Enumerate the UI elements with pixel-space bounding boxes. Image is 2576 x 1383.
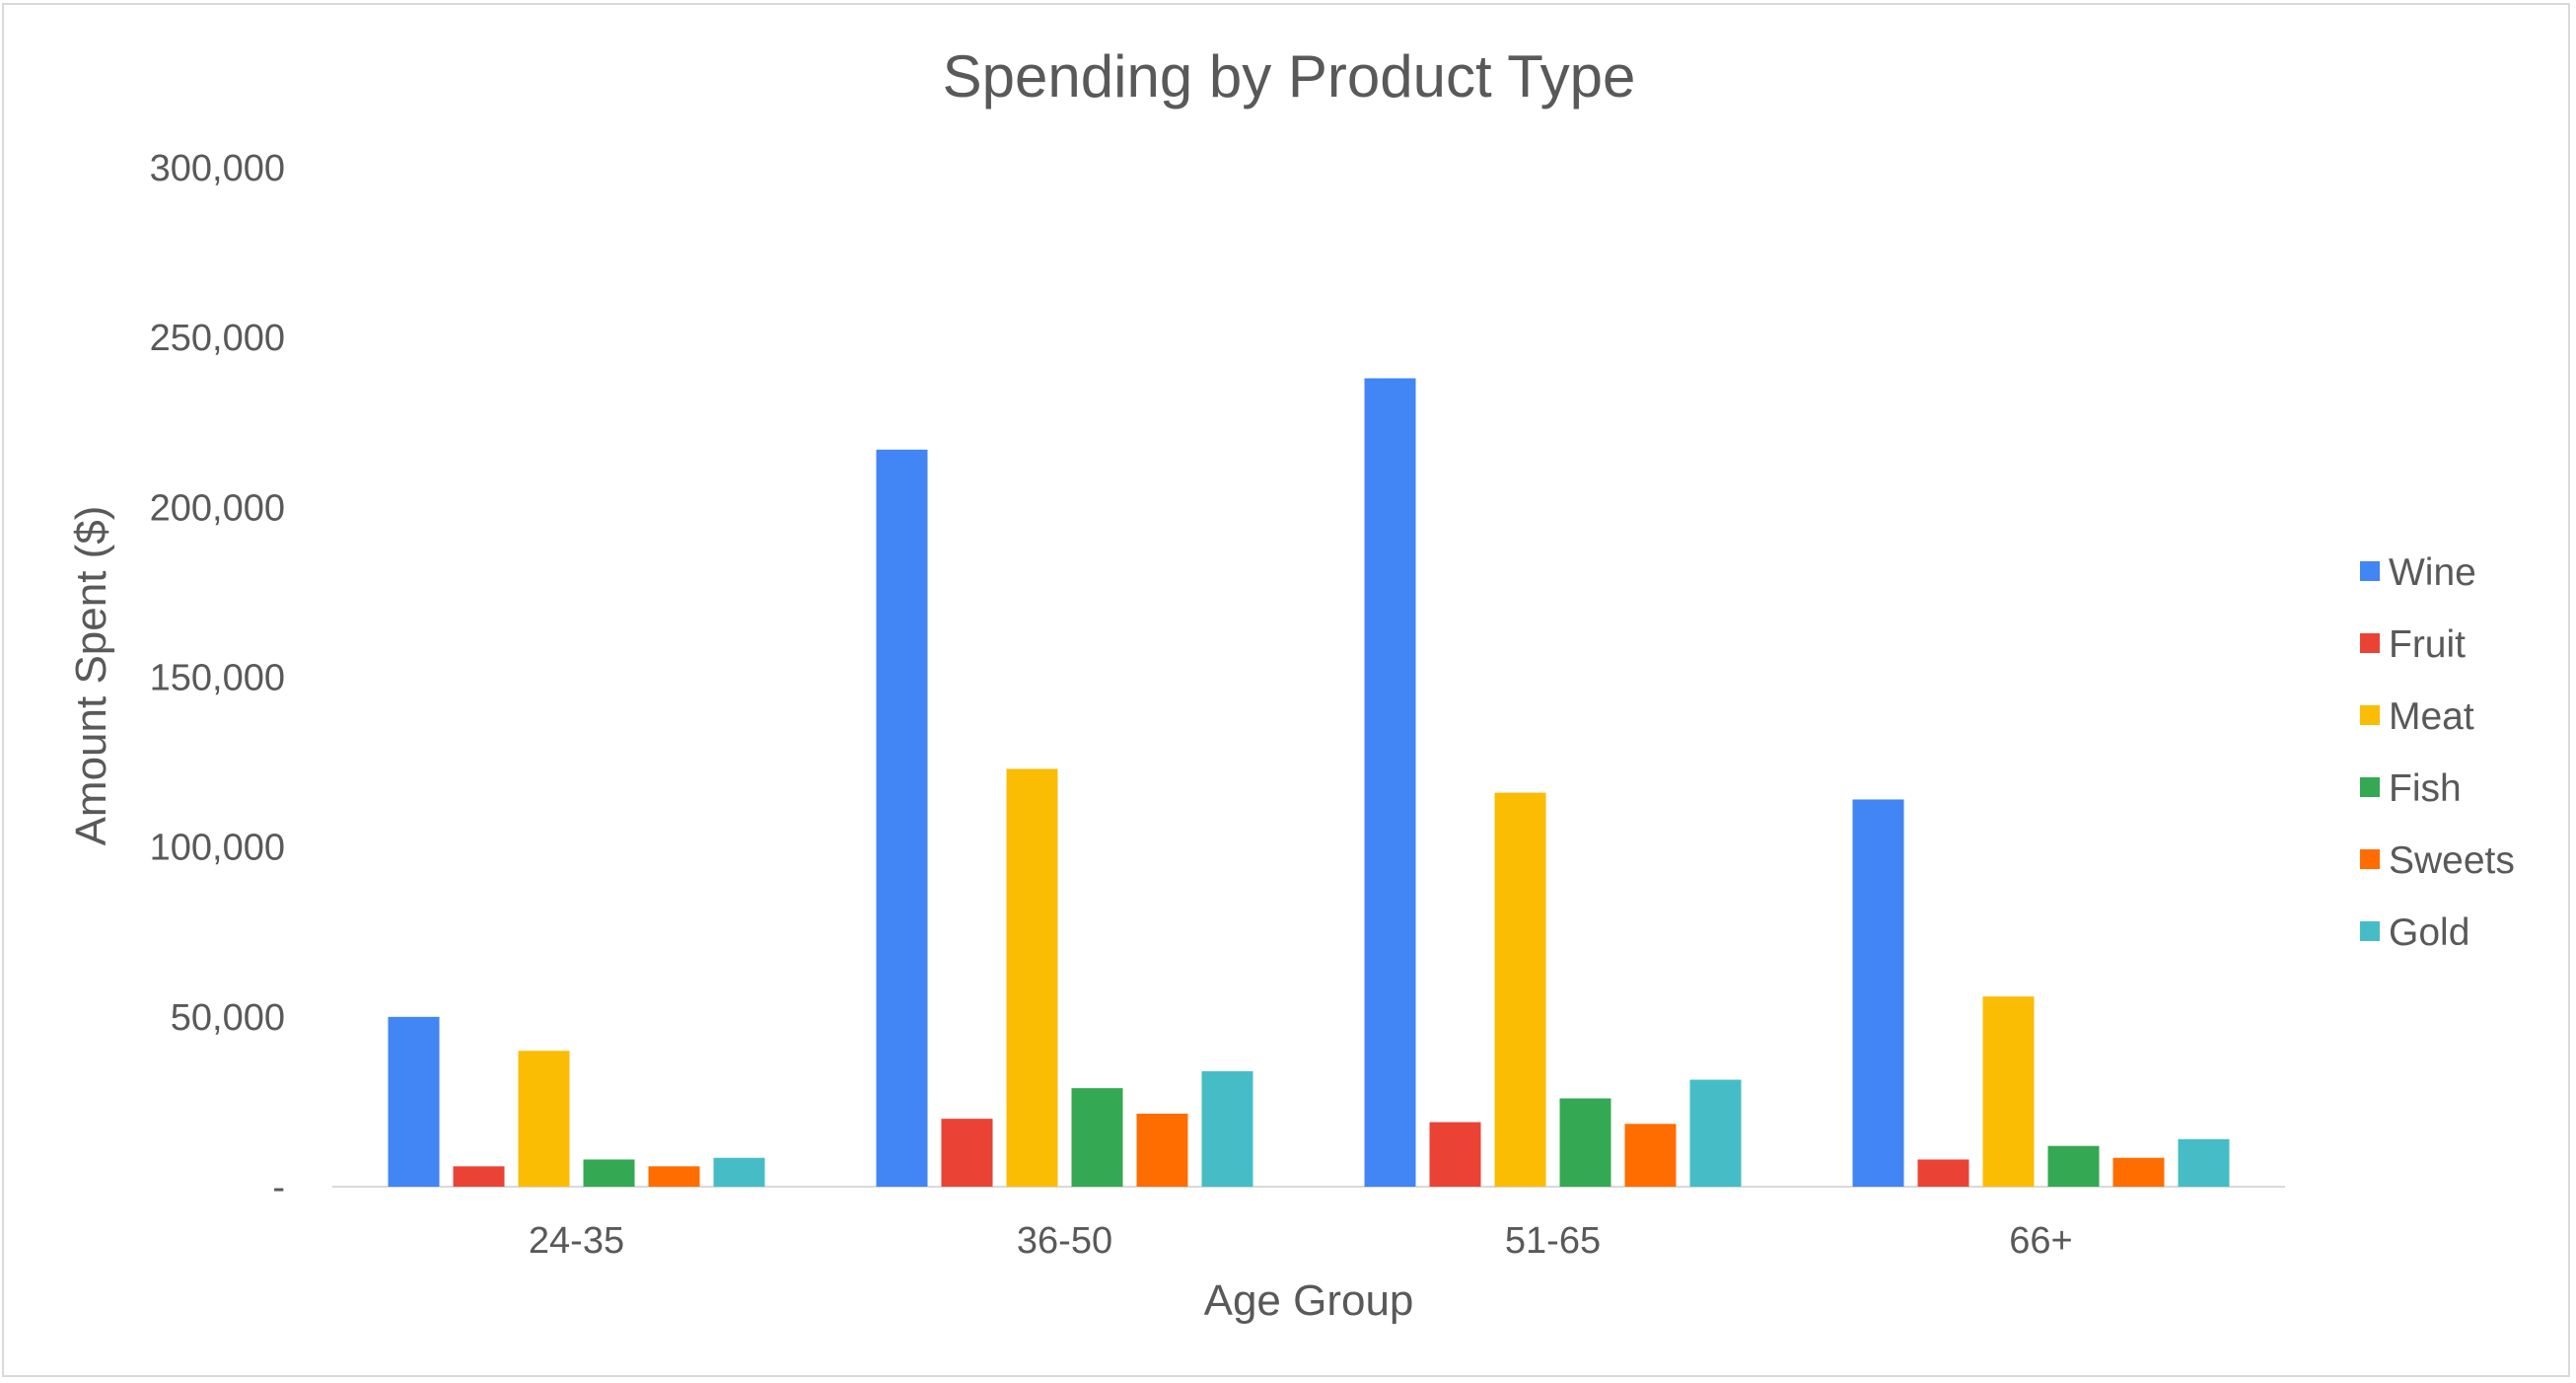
y-tick-label: 200,000 — [150, 487, 285, 529]
bar-fish-51-65 — [1559, 1098, 1611, 1187]
legend-swatch-fish — [2360, 777, 2380, 797]
legend-label-sweets: Sweets — [2389, 839, 2515, 882]
x-tick-label: 66+ — [2009, 1220, 2072, 1262]
y-tick-label: 150,000 — [150, 658, 285, 699]
bar-gold-66+ — [2178, 1138, 2230, 1187]
bar-gold-51-65 — [1689, 1079, 1742, 1187]
legend-swatch-gold — [2360, 921, 2380, 941]
y-tick-labels: - 50,000 100,000 150,000 200,000 250,000 300,0… — [150, 148, 285, 1208]
bar-sweets-66+ — [2112, 1157, 2165, 1187]
bar-sweets-51-65 — [1624, 1124, 1677, 1187]
x-axis-title: Age Group — [1204, 1276, 1414, 1325]
bar-meat-36-50 — [1006, 768, 1058, 1187]
bar-gold-24-35 — [713, 1157, 765, 1187]
legend-label-fruit: Fruit — [2389, 623, 2466, 666]
legend-swatch-sweets — [2360, 849, 2380, 869]
x-tick-label: 36-50 — [1017, 1220, 1112, 1262]
bar-fish-66+ — [2047, 1145, 2100, 1187]
bar-gold-36-50 — [1201, 1070, 1253, 1187]
x-tick-label: 24-35 — [529, 1220, 624, 1262]
bar-wine-66+ — [1852, 799, 1904, 1187]
legend-swatch-fruit — [2360, 633, 2380, 653]
bar-meat-24-35 — [518, 1051, 570, 1187]
y-tick-label: 300,000 — [150, 148, 285, 189]
x-tick-label: 51-65 — [1505, 1220, 1601, 1262]
legend: Wine Fruit Meat Fish Sweets Gold — [2360, 551, 2515, 954]
bar-sweets-24-35 — [648, 1166, 700, 1187]
bar-meat-51-65 — [1494, 792, 1546, 1187]
legend-label-gold: Gold — [2389, 911, 2469, 954]
bar-meat-66+ — [1982, 996, 2035, 1187]
y-tick-label: 50,000 — [171, 997, 285, 1039]
bar-sweets-36-50 — [1136, 1113, 1188, 1187]
y-tick-label: 100,000 — [150, 828, 285, 869]
bar-wine-36-50 — [876, 449, 928, 1188]
bar-fruit-36-50 — [941, 1119, 993, 1187]
y-tick-label: - — [272, 1167, 285, 1208]
bar-fruit-66+ — [1917, 1159, 1969, 1187]
bar-fish-36-50 — [1071, 1088, 1123, 1187]
chart-title: Spending by Product Type — [943, 43, 1636, 109]
y-axis-title: Amount Spent ($) — [67, 506, 115, 846]
bar-wine-24-35 — [388, 1016, 440, 1187]
chart-frame: Spending by Product Type Amount Spent ($… — [2, 3, 2570, 1377]
legend-label-wine: Wine — [2389, 551, 2476, 594]
bars — [388, 378, 2230, 1188]
bar-fruit-24-35 — [453, 1166, 505, 1187]
legend-swatch-wine — [2360, 561, 2380, 581]
legend-swatch-meat — [2360, 705, 2380, 725]
y-tick-label: 250,000 — [150, 318, 285, 359]
x-tick-labels: 24-35 36-50 51-65 66+ — [529, 1220, 2073, 1262]
bar-fish-24-35 — [583, 1159, 635, 1187]
bar-chart: Spending by Product Type Amount Spent ($… — [67, 43, 2515, 1325]
bar-wine-51-65 — [1364, 378, 1416, 1187]
legend-label-fish: Fish — [2389, 767, 2462, 810]
legend-label-meat: Meat — [2389, 695, 2474, 738]
bar-fruit-51-65 — [1429, 1122, 1481, 1187]
